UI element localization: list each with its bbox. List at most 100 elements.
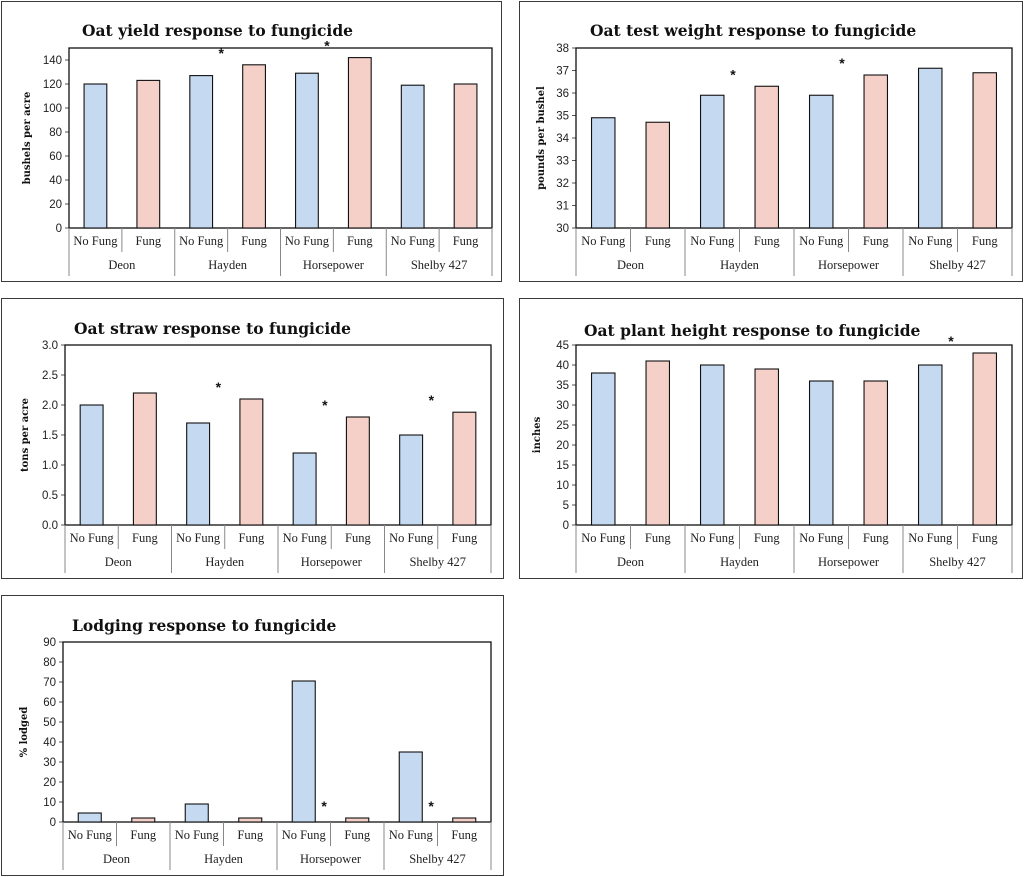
x-group-label: Deon <box>617 555 645 569</box>
y-tick-label: 35 <box>556 111 569 123</box>
y-tick-label: 38 <box>556 43 569 55</box>
x-category-label: No Fung <box>581 531 626 545</box>
bar-fung <box>453 83 478 229</box>
chart-svg: Oat straw response to fungicide tons per … <box>20 319 492 573</box>
x-group-label: Hayden <box>204 852 244 866</box>
y-tick-label: 1.5 <box>42 430 58 442</box>
bar-fung <box>452 817 477 823</box>
y-tick-label: 5 <box>563 500 569 512</box>
bar-no-fung <box>400 84 425 229</box>
bar-no-fung <box>295 72 319 229</box>
x-group-label: Shelby 427 <box>409 852 466 866</box>
x-category-label: Fung <box>130 828 156 842</box>
y-tick-label: 50 <box>43 717 56 729</box>
significance-star: * <box>839 55 845 71</box>
y-tick-label: 45 <box>556 340 569 352</box>
x-group-label: Deon <box>108 258 136 272</box>
bar-fung <box>863 380 889 526</box>
y-tick-label: 37 <box>556 66 569 78</box>
bar-no-fung <box>699 364 725 526</box>
x-category-label: Fung <box>863 234 889 248</box>
y-tick-label: 36 <box>556 88 569 100</box>
bar-fung <box>136 79 161 229</box>
x-category-label: No Fung <box>179 234 224 248</box>
y-tick-label: 0 <box>50 817 56 829</box>
bar-no-fung <box>590 372 616 526</box>
x-category-label: No Fung <box>282 828 327 842</box>
bar-no-fung <box>291 680 316 823</box>
x-category-label: Fung <box>451 828 477 842</box>
y-tick-label: 15 <box>556 460 569 472</box>
bar-fung <box>131 817 156 823</box>
bar-no-fung <box>79 404 104 526</box>
x-group-label: Shelby 427 <box>409 555 466 569</box>
plot-area-frame <box>575 344 1013 526</box>
bar-fung <box>645 121 671 229</box>
y-tick-label: 30 <box>556 400 569 412</box>
bar-no-fung <box>917 67 943 229</box>
y-tick-label: 2.5 <box>42 370 58 382</box>
bar-no-fung <box>77 812 102 823</box>
significance-star: * <box>730 66 736 82</box>
x-group-label: Shelby 427 <box>929 555 986 569</box>
y-tick-label: 0 <box>56 223 62 235</box>
y-tick-label: 3.0 <box>42 340 58 352</box>
bar-fung <box>347 57 372 229</box>
y-tick-label: 2.0 <box>42 400 58 412</box>
y-tick-label: 100 <box>43 103 62 115</box>
y-axis-label: % lodged <box>19 707 30 758</box>
y-tick-label: 0.0 <box>42 520 58 532</box>
x-group-label: Horsepower <box>818 258 880 272</box>
chart-title: Oat straw response to fungicide <box>74 319 351 338</box>
chart-svg: Oat plant height response to fungicide in… <box>532 321 1013 573</box>
x-category-label: No Fung <box>690 531 735 545</box>
x-category-label: No Fung <box>799 531 844 545</box>
x-group-label: Horsepower <box>300 852 362 866</box>
bar-fung <box>242 64 266 229</box>
y-axis-label: pounds per bushel <box>536 86 547 190</box>
significance-star: * <box>428 798 434 814</box>
x-category-label: No Fung <box>283 531 328 545</box>
x-category-label: No Fung <box>799 234 844 248</box>
bar-no-fung <box>808 94 834 229</box>
y-tick-label: 40 <box>43 737 56 749</box>
x-category-label: No Fung <box>908 234 953 248</box>
x-group-label: Deon <box>617 258 645 272</box>
x-category-label: Fung <box>863 531 889 545</box>
bar-fung <box>345 817 370 823</box>
y-tick-label: 20 <box>49 199 62 211</box>
y-tick-label: 20 <box>556 440 569 452</box>
y-tick-label: 1.0 <box>42 460 58 472</box>
plot-area-frame <box>575 47 1013 229</box>
y-axis-label: tons per acre <box>20 398 31 472</box>
y-tick-label: 32 <box>556 178 569 190</box>
x-group-label: Deon <box>103 852 131 866</box>
bar-no-fung <box>292 452 317 526</box>
x-group-label: Hayden <box>720 555 760 569</box>
bar-no-fung <box>699 94 725 229</box>
plot-area-frame <box>62 641 492 823</box>
bar-fung <box>645 360 671 526</box>
y-tick-label: 10 <box>43 797 56 809</box>
chart-panel-height: Oat plant height response to fungicide in… <box>519 298 1023 579</box>
plot-area-frame <box>68 47 493 229</box>
x-category-label: Fung <box>645 234 671 248</box>
chart-panel-straw: Oat straw response to fungicide tons per … <box>1 298 504 579</box>
x-category-label: Fung <box>344 828 370 842</box>
x-category-label: No Fung <box>389 828 434 842</box>
x-category-label: No Fung <box>70 531 115 545</box>
x-category-label: Fung <box>239 531 265 545</box>
x-group-label: Hayden <box>208 258 248 272</box>
x-category-label: Fung <box>645 531 671 545</box>
y-tick-label: 90 <box>43 637 56 649</box>
chart-title: Oat yield response to fungicide <box>82 21 353 40</box>
x-group-label: Shelby 427 <box>411 258 468 272</box>
y-tick-label: 30 <box>556 223 569 235</box>
y-tick-label: 40 <box>49 175 62 187</box>
y-tick-label: 31 <box>556 201 569 213</box>
chart-svg: Oat test weight response to fungicide pou… <box>536 21 1013 276</box>
x-category-label: No Fung <box>176 531 221 545</box>
chart-title: Oat plant height response to fungicide <box>584 321 921 340</box>
significance-star: * <box>216 379 222 395</box>
x-category-label: Fung <box>237 828 263 842</box>
